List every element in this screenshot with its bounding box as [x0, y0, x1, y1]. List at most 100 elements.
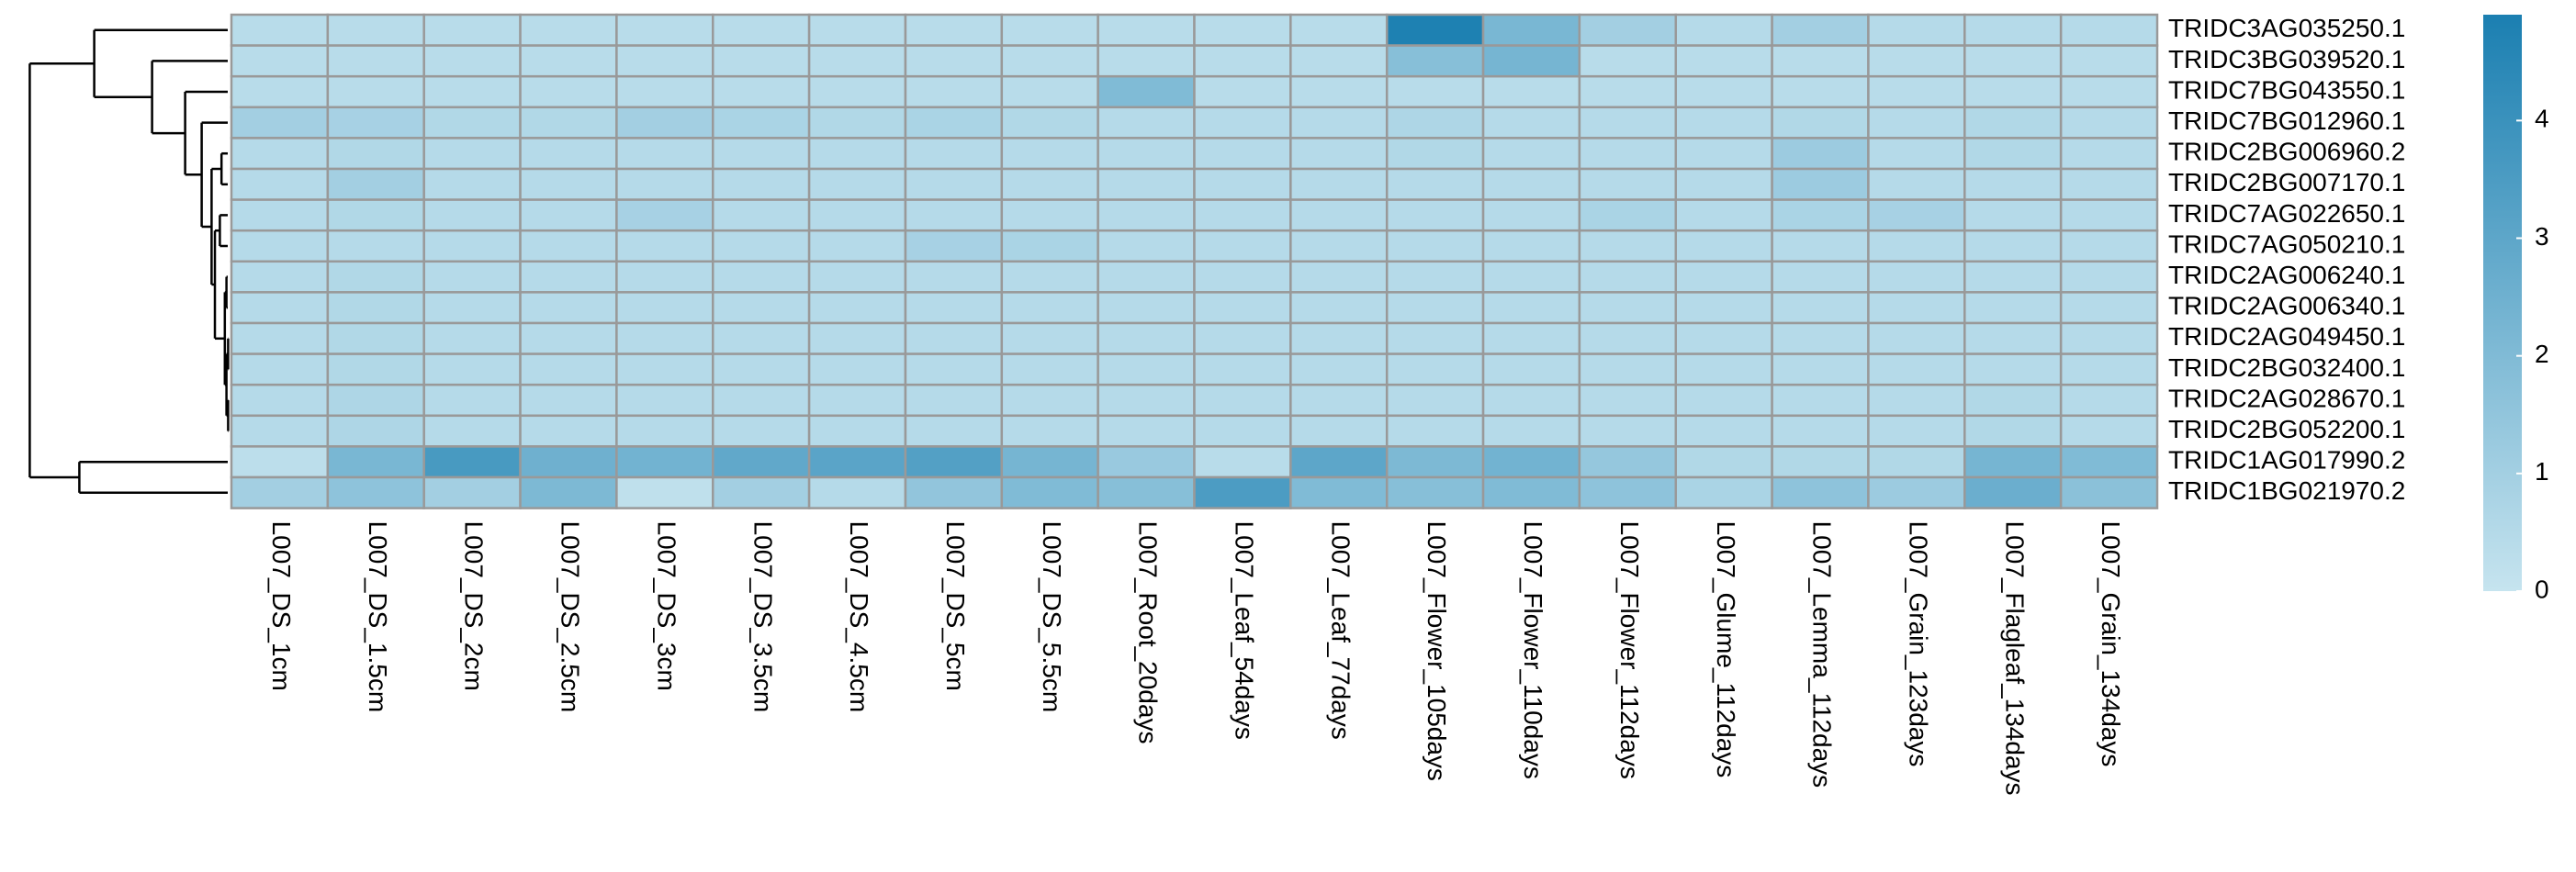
column-label: L007_DS_3cm — [652, 521, 681, 691]
heatmap-cell — [712, 229, 811, 263]
heatmap-cell — [1867, 260, 1966, 294]
heatmap-cell — [807, 383, 907, 418]
heatmap-cell — [712, 445, 811, 479]
row-label: TRIDC1AG017990.2 — [2168, 446, 2405, 475]
heatmap-cell — [1097, 260, 1196, 294]
heatmap-cell — [1578, 13, 1678, 47]
heatmap-cell — [519, 445, 618, 479]
heatmap-cell — [1867, 198, 1966, 232]
heatmap-cell — [1578, 414, 1678, 448]
heatmap-cell — [1963, 44, 2063, 78]
colorbar-tick-label: 3 — [2535, 222, 2549, 251]
heatmap-cell — [1193, 383, 1292, 418]
heatmap-cell — [1481, 13, 1581, 47]
heatmap-cell — [904, 137, 1004, 171]
heatmap-cell — [422, 352, 522, 386]
heatmap-cell — [1385, 44, 1485, 78]
heatmap-cell — [1771, 229, 1870, 263]
heatmap-cell — [1289, 13, 1389, 47]
heatmap-cell — [615, 291, 714, 325]
row-label: TRIDC1BG021970.2 — [2168, 476, 2405, 505]
heatmap-cell — [1385, 74, 1485, 109]
heatmap-cell — [1867, 445, 1966, 479]
heatmap-cell — [1097, 321, 1196, 355]
heatmap-cell — [1193, 445, 1292, 479]
heatmap-cell — [230, 291, 330, 325]
heatmap-cell — [1289, 383, 1389, 418]
heatmap-cell — [1771, 445, 1870, 479]
heatmap-cell — [1193, 198, 1292, 232]
heatmap-cell — [519, 198, 618, 232]
heatmap-cell — [904, 44, 1004, 78]
heatmap-cell — [1097, 229, 1196, 263]
heatmap-cell — [807, 106, 907, 140]
heatmap-cell — [519, 383, 618, 418]
heatmap-cell — [1674, 229, 1773, 263]
heatmap-cell — [519, 13, 618, 47]
heatmap-cell — [807, 198, 907, 232]
heatmap-cell — [904, 291, 1004, 325]
heatmap-cell — [615, 352, 714, 386]
heatmap-cell — [1578, 260, 1678, 294]
heatmap-cell — [1674, 167, 1773, 201]
heatmap-cell — [1289, 475, 1389, 509]
heatmap-cell — [712, 198, 811, 232]
heatmap-cell — [1963, 137, 2063, 171]
heatmap-cell — [519, 475, 618, 509]
heatmap-cell — [807, 445, 907, 479]
heatmap-cell — [422, 106, 522, 140]
heatmap-cell — [904, 352, 1004, 386]
heatmap-cell — [1867, 383, 1966, 418]
heatmap-cell — [1481, 44, 1581, 78]
heatmap-cell — [519, 260, 618, 294]
column-label: L007_DS_2cm — [460, 521, 489, 691]
heatmap-cell — [1771, 44, 1870, 78]
heatmap-cell — [230, 321, 330, 355]
heatmap-cell — [712, 167, 811, 201]
heatmap-cell — [712, 352, 811, 386]
heatmap-cell — [1674, 291, 1773, 325]
row-label: TRIDC7BG012960.1 — [2168, 106, 2405, 135]
heatmap-cell — [712, 106, 811, 140]
heatmap-cell — [615, 414, 714, 448]
heatmap-cell — [615, 445, 714, 479]
heatmap-cell — [1385, 167, 1485, 201]
heatmap-cell — [1963, 291, 2063, 325]
heatmap-cell — [519, 229, 618, 263]
heatmap-cell — [1193, 74, 1292, 109]
colorbar-tick-label: 0 — [2535, 575, 2549, 603]
heatmap-cell — [1867, 352, 1966, 386]
heatmap-cell — [1385, 383, 1485, 418]
heatmap-cell — [422, 229, 522, 263]
row-label: TRIDC2AG006240.1 — [2168, 261, 2405, 289]
heatmap-cell — [1674, 106, 1773, 140]
heatmap-cell — [1578, 137, 1678, 171]
heatmap-cell — [1193, 229, 1292, 263]
heatmap-cell — [1578, 383, 1678, 418]
heatmap-cell — [1193, 106, 1292, 140]
heatmap-cell — [422, 383, 522, 418]
heatmap-cell — [1385, 13, 1485, 47]
heatmap-cell — [904, 13, 1004, 47]
heatmap-cell — [230, 106, 330, 140]
heatmap-cell — [615, 167, 714, 201]
column-label: L007_Flagleaf_134days — [2000, 521, 2029, 796]
heatmap-cell — [422, 414, 522, 448]
heatmap-cell — [1963, 414, 2063, 448]
row-label: TRIDC2BG007170.1 — [2168, 168, 2405, 196]
heatmap-cell — [1578, 74, 1678, 109]
heatmap-cell — [230, 229, 330, 263]
heatmap-cell — [712, 74, 811, 109]
heatmap-cell — [1771, 167, 1870, 201]
heatmap-cell — [230, 352, 330, 386]
heatmap-cell — [1578, 475, 1678, 509]
row-label: TRIDC7BG043550.1 — [2168, 75, 2405, 104]
heatmap-cell — [519, 352, 618, 386]
colorbar-tick-label: 2 — [2535, 340, 2549, 368]
heatmap-cell — [1097, 74, 1196, 109]
heatmap-cell — [1771, 414, 1870, 448]
heatmap-cell — [904, 383, 1004, 418]
heatmap-cell — [1674, 74, 1773, 109]
heatmap-cell — [326, 167, 425, 201]
